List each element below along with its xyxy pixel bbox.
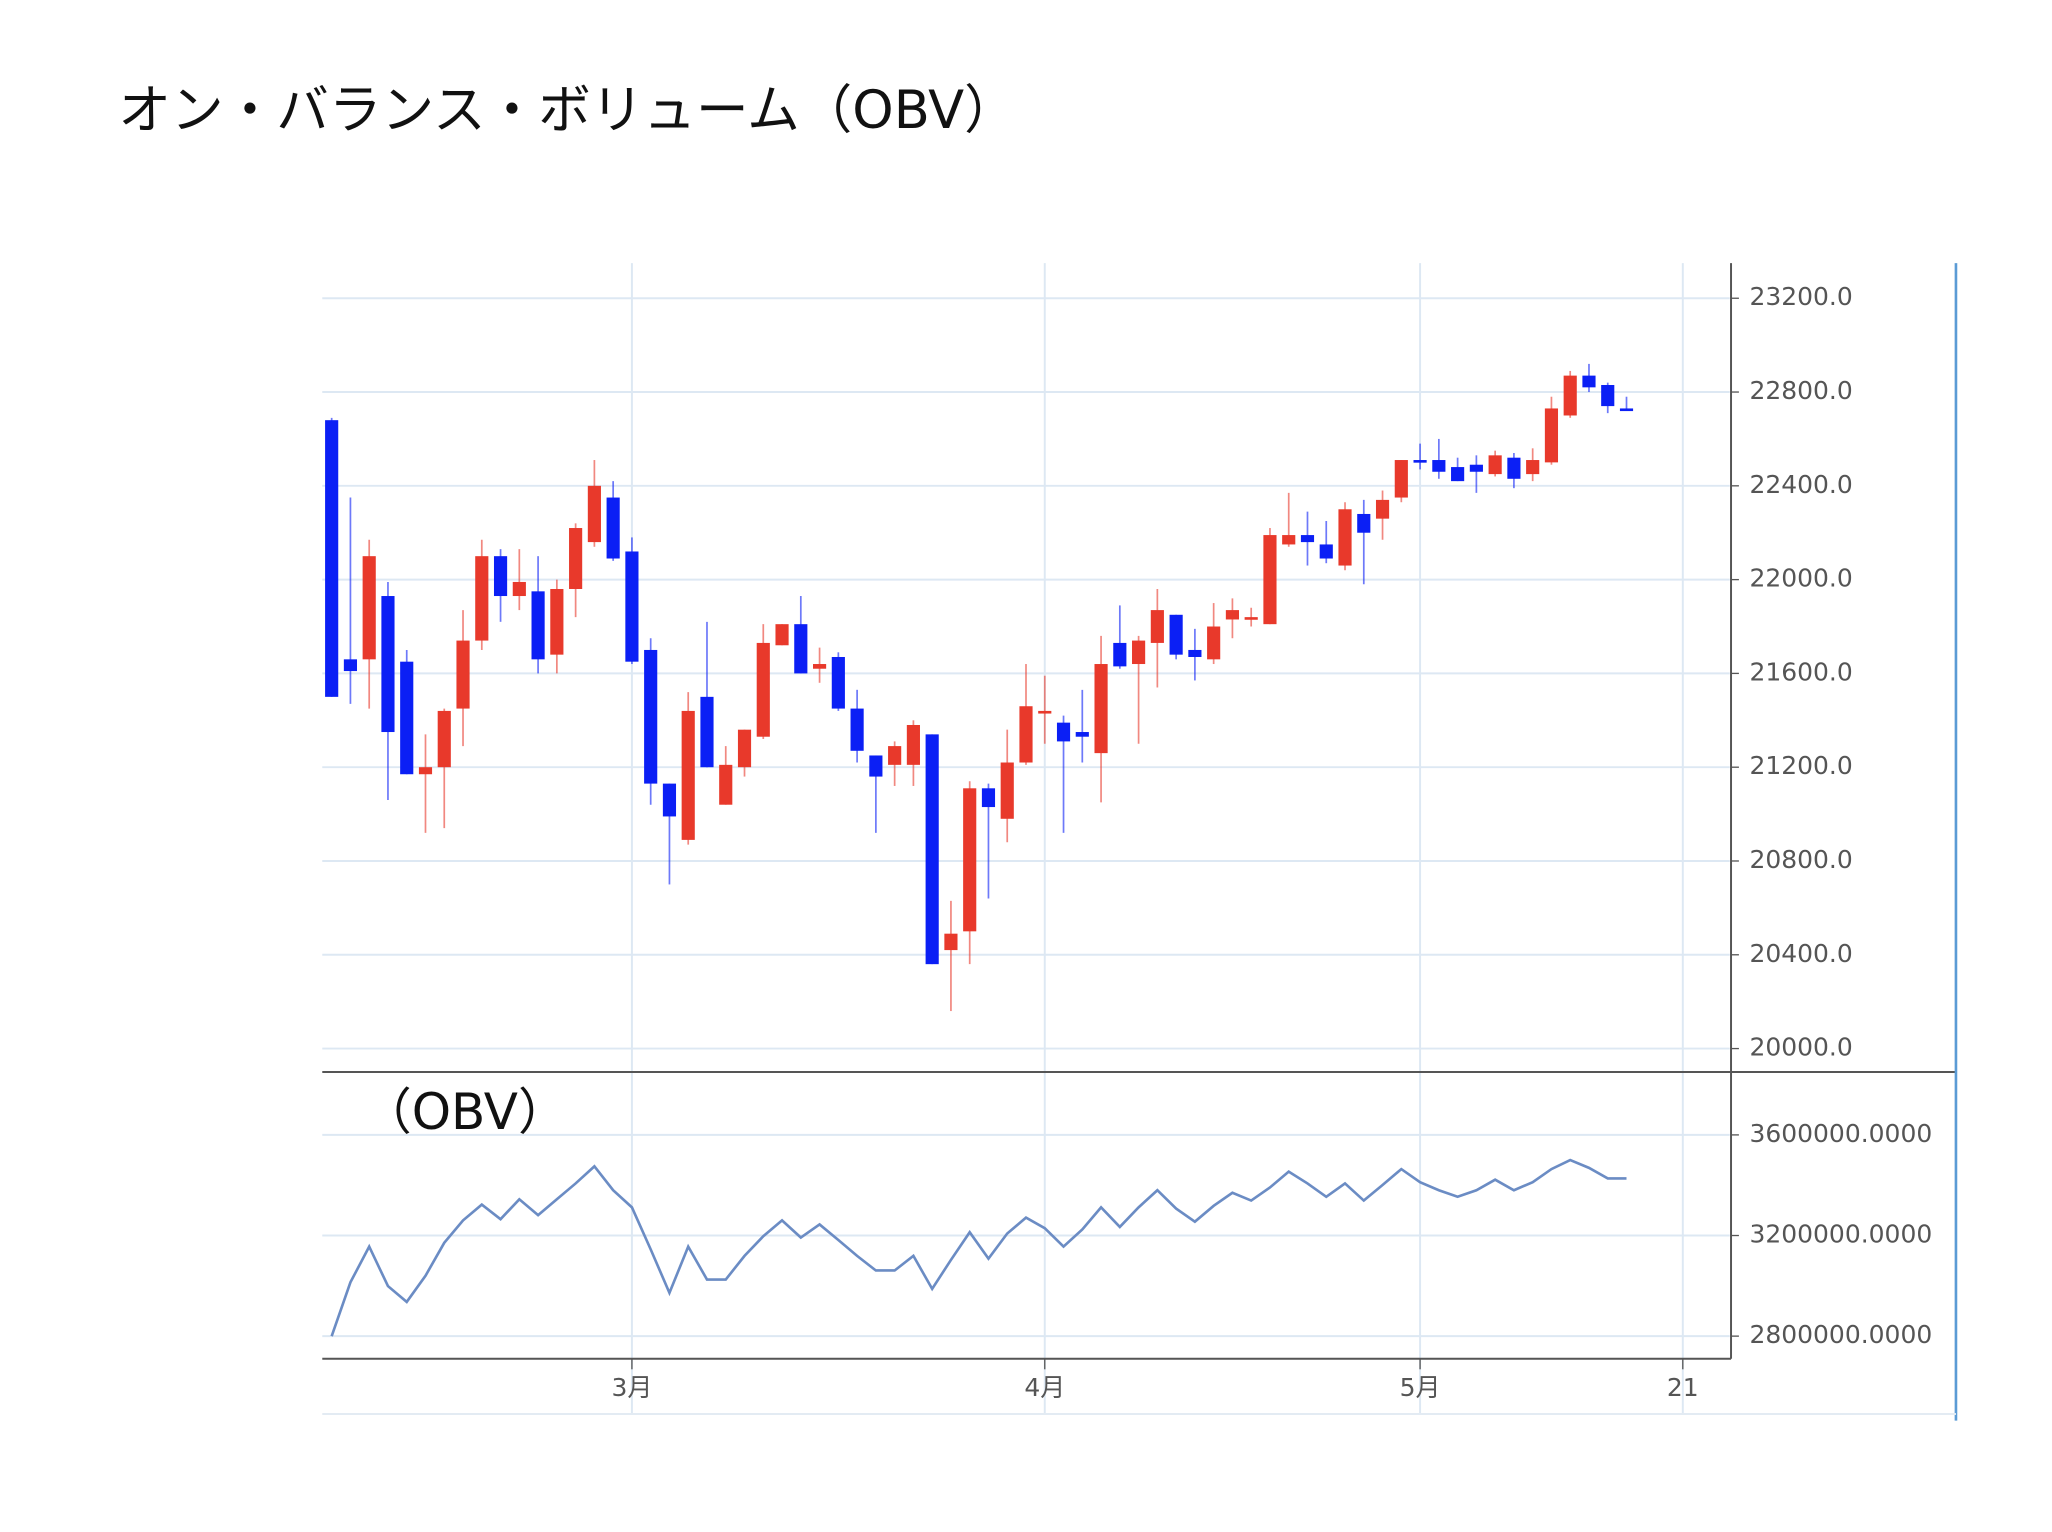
candle-body: [1432, 460, 1446, 472]
candle-body: [963, 788, 977, 932]
y-tick-label: 3600000.0000: [1749, 1119, 1932, 1148]
candle-body: [1263, 535, 1277, 625]
candle-body: [1113, 642, 1127, 667]
y-tick-label: 22400.0: [1749, 470, 1852, 499]
candle-body: [850, 708, 864, 751]
candle-body: [343, 659, 358, 672]
candle-body: [925, 734, 939, 965]
candle-body: [475, 556, 489, 641]
candle-body: [606, 497, 620, 559]
candle-body: [681, 710, 695, 840]
candle-body: [1338, 509, 1352, 566]
candle-body: [1375, 499, 1390, 519]
y-tick-label: 22800.0: [1749, 376, 1852, 405]
candle-body: [944, 933, 958, 951]
candle-body: [1094, 664, 1108, 754]
candle-body: [700, 696, 714, 768]
candle-body: [775, 624, 789, 646]
candle-body: [550, 588, 564, 655]
candle-body: [1601, 385, 1615, 407]
panel-title: （OBV）: [362, 1083, 568, 1141]
candle-body: [1244, 617, 1258, 620]
candle-body: [1526, 460, 1540, 475]
candle-body: [1169, 614, 1183, 655]
candle-body: [1282, 535, 1296, 545]
candle-body: [1563, 375, 1577, 416]
candle-body: [644, 649, 658, 784]
candle-body: [1207, 626, 1221, 660]
candle-body: [794, 624, 808, 674]
candle-body: [1582, 375, 1596, 388]
candle-body: [737, 729, 752, 768]
candle-body: [1469, 464, 1483, 472]
candle-body: [1413, 460, 1427, 463]
candle-body: [1544, 408, 1559, 463]
y-tick-label: 21600.0: [1749, 657, 1852, 686]
candle-body: [531, 591, 545, 660]
candle-body: [325, 420, 339, 697]
candle-body: [869, 755, 883, 777]
obv-line: [330, 1158, 1627, 1337]
y-tick-label: 2800000.0000: [1749, 1320, 1932, 1349]
candle-body: [512, 581, 526, 597]
candle-body: [1451, 467, 1465, 482]
candle-body: [1488, 455, 1502, 475]
candle-body: [456, 640, 470, 709]
candle-body: [888, 746, 902, 765]
candle-body: [493, 556, 508, 597]
candle-body: [1075, 732, 1089, 737]
candle-body: [756, 642, 770, 737]
x-tick-label: 21: [1667, 1373, 1699, 1402]
candle-body: [1132, 640, 1146, 665]
candle-body: [719, 764, 733, 805]
y-tick-label: 22000.0: [1749, 564, 1852, 593]
page-title: オン・バランス・ボリューム（OBV）: [118, 80, 1016, 141]
x-tick-label: 5月: [1400, 1373, 1441, 1402]
candle-body: [1394, 460, 1408, 498]
x-tick-label: 4月: [1024, 1373, 1065, 1402]
candle-body: [625, 551, 639, 662]
y-tick-label: 3200000.0000: [1749, 1220, 1932, 1249]
y-tick-label: 23200.0: [1749, 282, 1852, 311]
candle-body: [812, 664, 827, 669]
candle-body: [569, 528, 583, 589]
y-tick-label: 20000.0: [1749, 1033, 1852, 1062]
candle-body: [906, 724, 920, 765]
candle-body: [1225, 610, 1240, 620]
candle-body: [1038, 710, 1052, 714]
candle-body: [1150, 610, 1164, 643]
candle-body: [1619, 408, 1634, 412]
candle-body: [1000, 762, 1014, 819]
candle-body: [1357, 513, 1371, 533]
candle-body: [981, 788, 996, 808]
candle-body: [1019, 706, 1033, 763]
candle-body: [1319, 544, 1333, 559]
candle-body: [1188, 649, 1202, 657]
candle-body: [381, 596, 395, 733]
candle-body: [1300, 535, 1315, 543]
y-tick-label: 20800.0: [1749, 845, 1852, 874]
y-tick-label: 21200.0: [1749, 751, 1852, 780]
candle-body: [831, 656, 845, 709]
x-tick-label: 3月: [611, 1373, 652, 1402]
candle-body: [1507, 457, 1521, 479]
candle-body: [418, 767, 433, 775]
candle-body: [1056, 722, 1071, 742]
candle-body: [362, 556, 376, 660]
candle-body: [400, 661, 414, 775]
candle-body: [662, 783, 677, 817]
y-tick-label: 20400.0: [1749, 939, 1852, 968]
candle-body: [437, 710, 451, 768]
candle-body: [587, 485, 601, 543]
